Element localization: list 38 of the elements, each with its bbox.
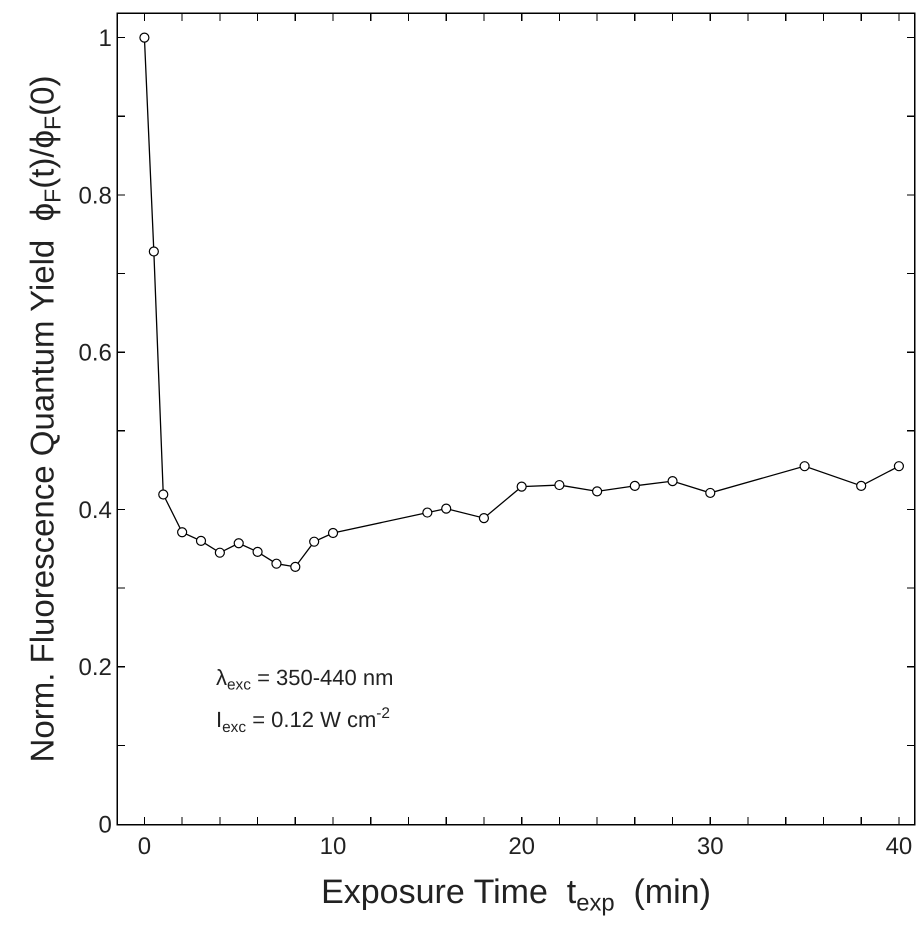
y-tick-label: 0 bbox=[98, 811, 112, 838]
x-tick-label: 10 bbox=[320, 833, 346, 860]
point bbox=[196, 536, 206, 546]
point bbox=[148, 246, 159, 257]
point bbox=[705, 488, 716, 498]
annotation: λ$_{exc}$ = 350-440 nm bbox=[216, 665, 394, 694]
point bbox=[630, 480, 640, 491]
point bbox=[422, 507, 432, 518]
point bbox=[667, 476, 678, 486]
point bbox=[177, 527, 188, 538]
y-tick-label: 0.4 bbox=[78, 496, 112, 524]
x-tick-label: 0 bbox=[138, 833, 152, 860]
point bbox=[214, 548, 225, 558]
y-tick-label: 0.2 bbox=[78, 654, 112, 682]
point bbox=[856, 480, 866, 491]
x-axis-title: Exposure Time t$_{exp}$ (min) bbox=[321, 873, 711, 916]
point bbox=[158, 489, 168, 500]
point bbox=[234, 538, 244, 548]
y-tick-label: 0.8 bbox=[78, 182, 112, 210]
point bbox=[139, 32, 150, 43]
annotation: I$_{exc}$ = 0.12 W cm$^{-2}$ bbox=[216, 705, 390, 736]
point bbox=[290, 562, 300, 572]
x-tick-label: 20 bbox=[508, 833, 536, 860]
point bbox=[252, 546, 263, 557]
point bbox=[894, 461, 904, 472]
point bbox=[478, 512, 490, 524]
point bbox=[309, 536, 320, 547]
point bbox=[800, 461, 810, 472]
y-tick-label: 1 bbox=[98, 24, 112, 52]
point bbox=[516, 482, 527, 492]
x-tick-label: 40 bbox=[886, 833, 912, 860]
point bbox=[592, 486, 602, 496]
point bbox=[328, 528, 338, 538]
point bbox=[271, 558, 282, 569]
y-tick-label: 0.6 bbox=[78, 340, 112, 367]
point bbox=[441, 504, 452, 514]
x-tick-label: 30 bbox=[696, 833, 724, 860]
point bbox=[554, 480, 564, 490]
